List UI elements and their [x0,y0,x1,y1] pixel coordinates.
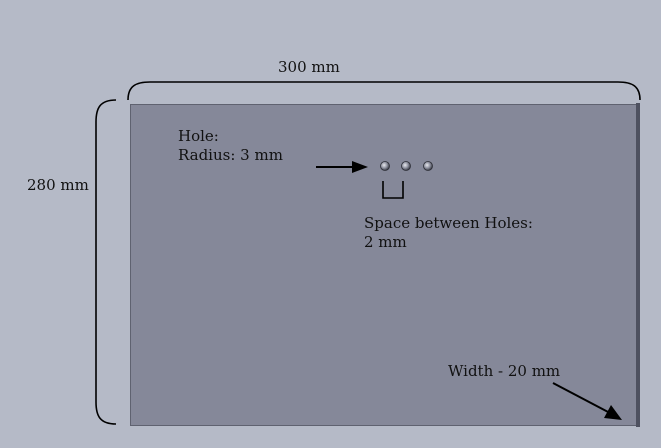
length-brace [127,81,641,101]
plate-side-edge [636,103,640,427]
width-dimension-label: Width - 20 mm [448,362,561,380]
height-dimension-label: 280 mm [27,176,89,194]
height-brace [95,99,117,425]
hole-spacing-value: 2 mm [364,233,407,251]
hole-3 [423,161,433,171]
width-arrow-head [604,405,622,420]
hole-1 [380,161,390,171]
hole-title-label: Hole: [178,127,219,145]
hole-radius-label: Radius: 3 mm [178,146,283,164]
hole-spacing-label: Space between Holes: [364,214,533,232]
spacing-bracket [382,181,404,199]
hole-arrow-head [352,161,368,173]
length-dimension-label: 300 mm [278,58,340,76]
plate-face [130,104,637,426]
hole-2 [401,161,411,171]
width-arrow-shaft [552,382,611,414]
